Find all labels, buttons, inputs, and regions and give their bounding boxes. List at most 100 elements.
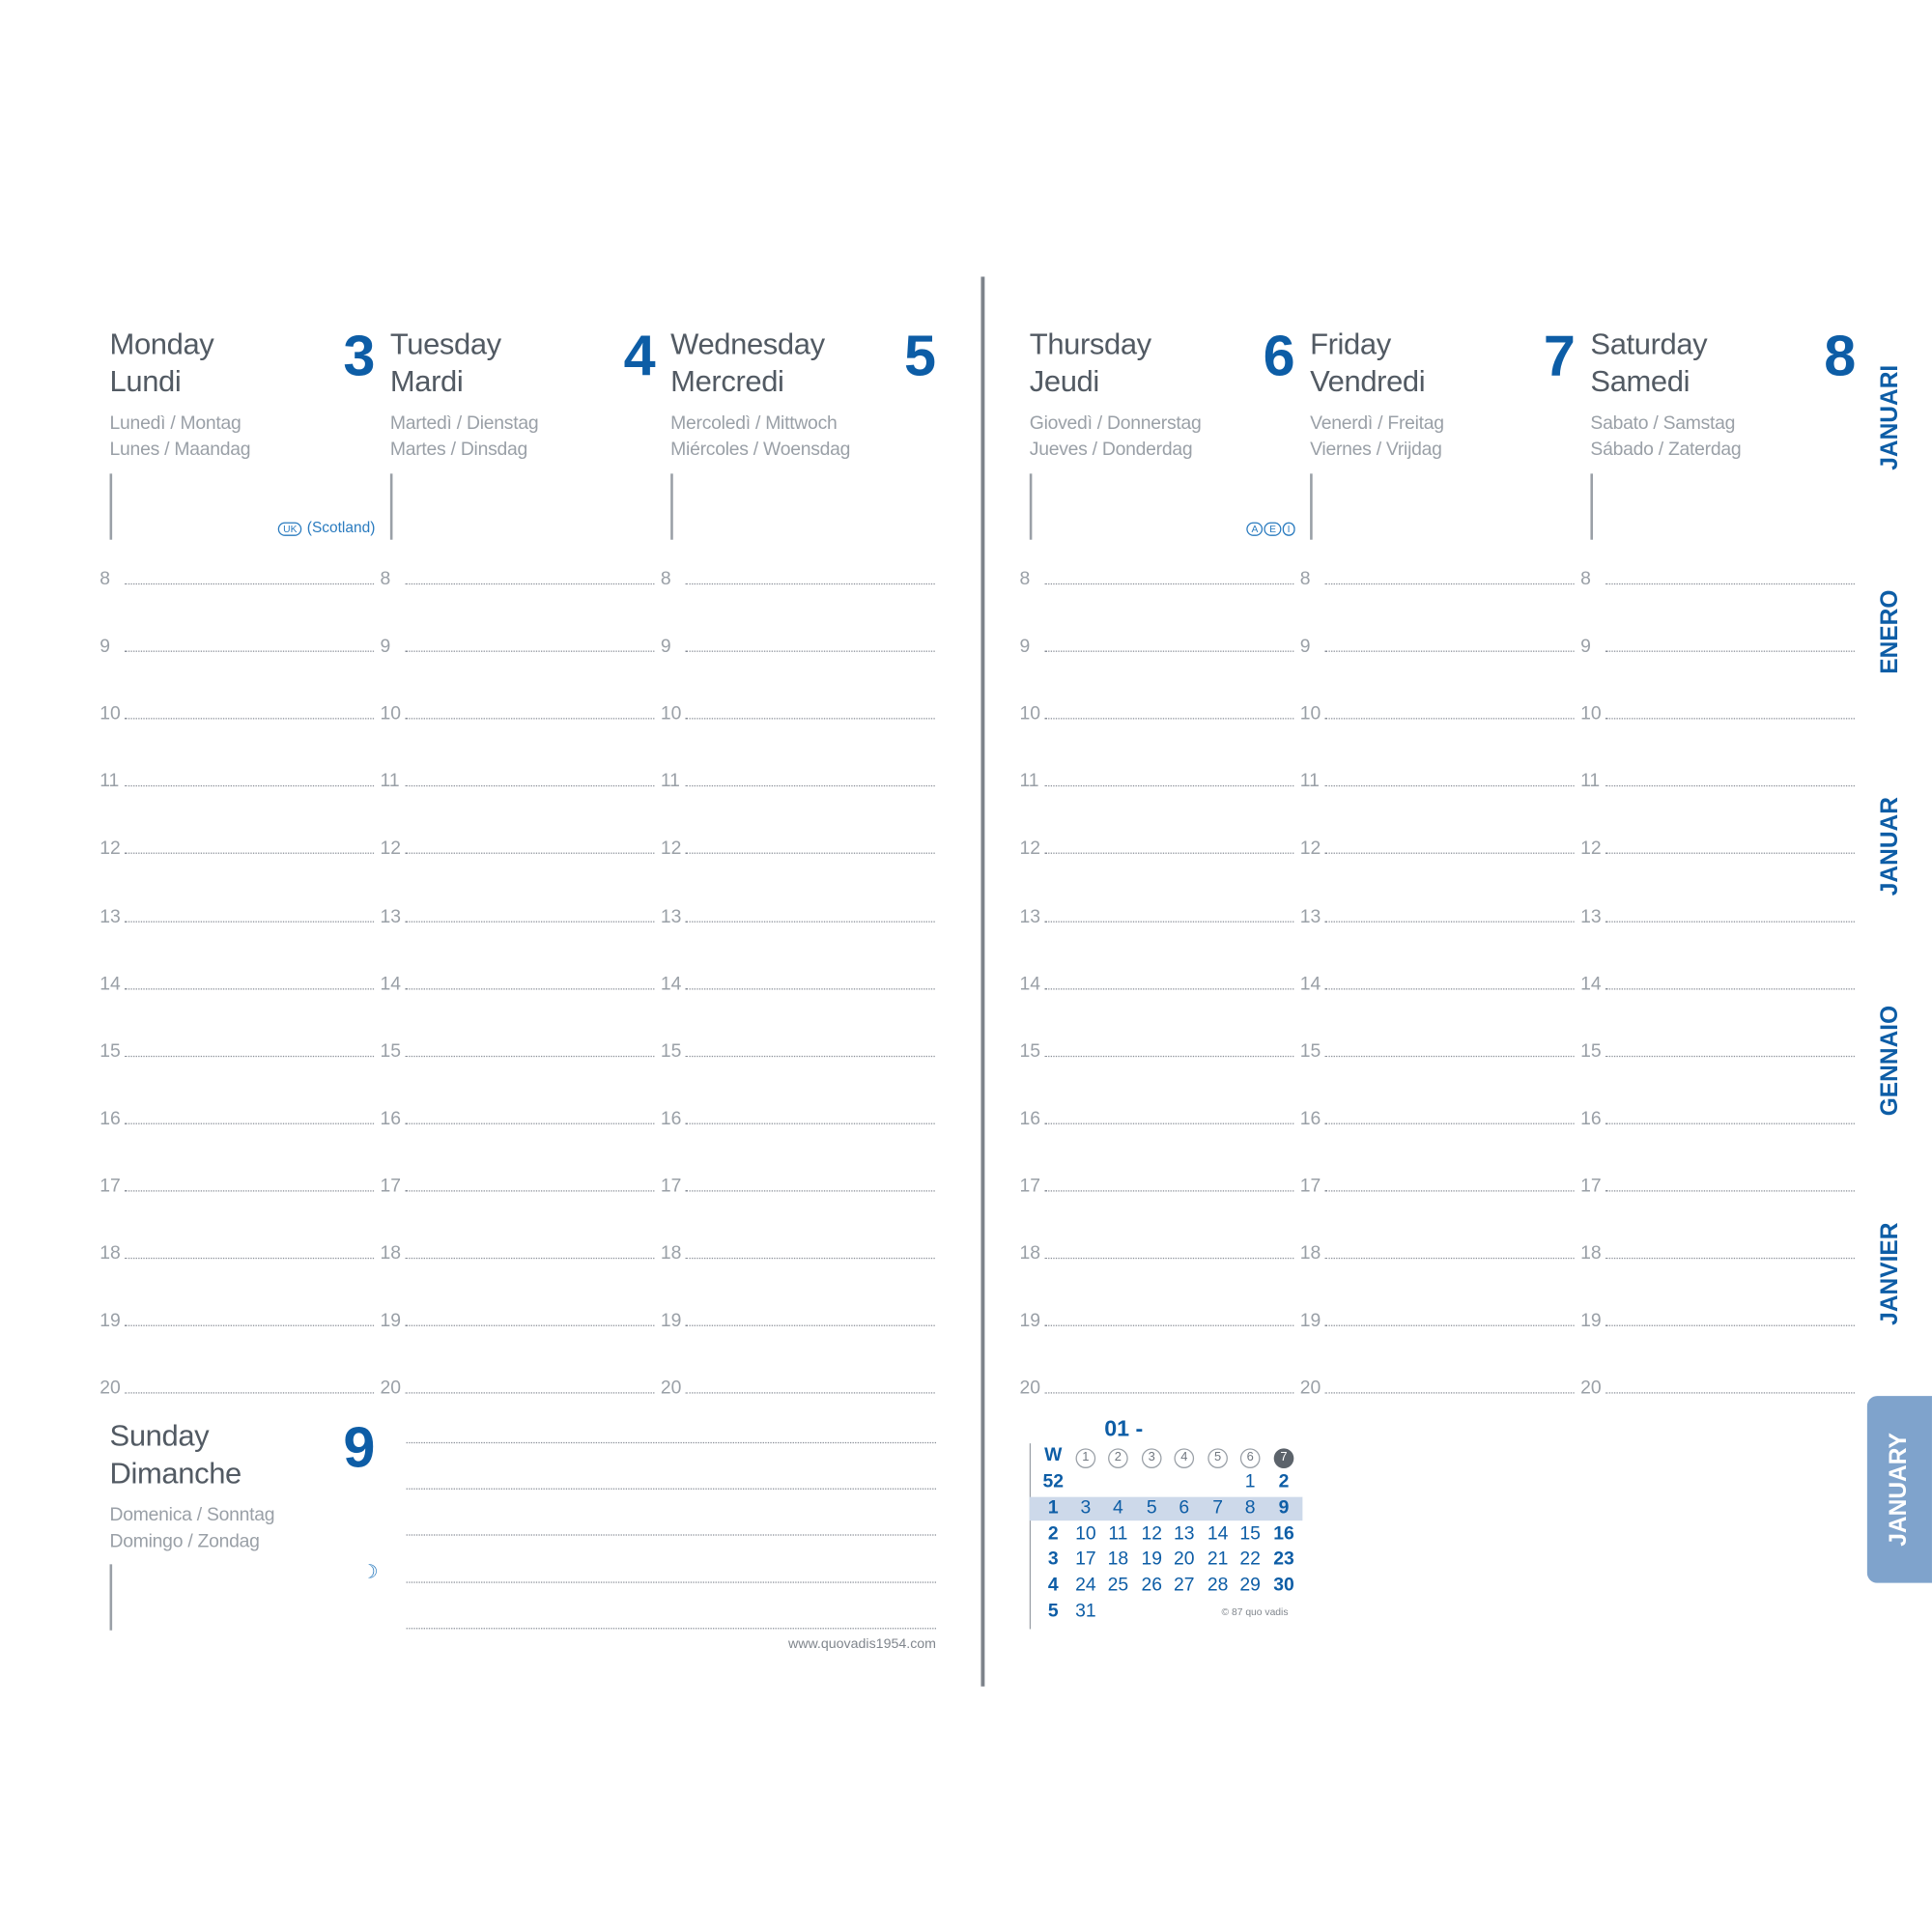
hour-line[interactable]	[1044, 1257, 1294, 1260]
note-line[interactable]	[406, 1488, 937, 1490]
mini-calendar-day[interactable]: 18	[1107, 1548, 1129, 1570]
hour-line[interactable]	[1605, 650, 1855, 652]
hour-line[interactable]	[405, 1190, 655, 1192]
mini-calendar-day[interactable]: 6	[1179, 1496, 1190, 1519]
hour-line[interactable]	[1324, 1392, 1575, 1394]
mini-calendar-day[interactable]: 30	[1273, 1574, 1294, 1596]
mini-calendar-day[interactable]: 24	[1075, 1574, 1096, 1596]
hour-line[interactable]	[125, 853, 375, 855]
hour-line[interactable]	[1324, 1324, 1575, 1327]
hour-line[interactable]	[685, 853, 935, 855]
mini-calendar-day[interactable]: 3	[1080, 1496, 1092, 1519]
hour-line[interactable]	[405, 582, 655, 585]
hour-line[interactable]	[1605, 1122, 1855, 1124]
hour-line[interactable]	[1324, 853, 1575, 855]
hour-line[interactable]	[125, 785, 375, 787]
mini-calendar-day[interactable]: 1	[1244, 1470, 1256, 1492]
mini-calendar-day[interactable]: 2	[1278, 1470, 1290, 1492]
hour-line[interactable]	[685, 987, 935, 989]
hour-line[interactable]	[685, 1055, 935, 1057]
hour-line[interactable]	[125, 1190, 375, 1192]
hour-line[interactable]	[1605, 987, 1855, 989]
hour-line[interactable]	[125, 1055, 375, 1057]
hour-line[interactable]	[685, 650, 935, 652]
hour-line[interactable]	[685, 785, 935, 787]
hour-line[interactable]	[1605, 582, 1855, 585]
mini-calendar-day[interactable]: 14	[1207, 1522, 1229, 1545]
hour-line[interactable]	[1605, 1190, 1855, 1192]
hour-line[interactable]	[1044, 1122, 1294, 1124]
hour-line[interactable]	[125, 650, 375, 652]
hour-line[interactable]	[685, 718, 935, 720]
note-line[interactable]	[406, 1628, 937, 1630]
hour-line[interactable]	[1605, 920, 1855, 923]
mini-calendar-day[interactable]: 23	[1273, 1548, 1294, 1570]
hour-line[interactable]	[1605, 1392, 1855, 1394]
hour-line[interactable]	[405, 1257, 655, 1260]
hour-line[interactable]	[685, 1324, 935, 1327]
hour-line[interactable]	[405, 920, 655, 923]
hour-line[interactable]	[405, 1324, 655, 1327]
mini-calendar-day[interactable]: 28	[1207, 1574, 1229, 1596]
note-line[interactable]	[406, 1581, 937, 1583]
mini-calendar-day[interactable]: 8	[1244, 1496, 1256, 1519]
hour-line[interactable]	[125, 1324, 375, 1327]
hour-line[interactable]	[125, 987, 375, 989]
mini-calendar-day[interactable]: 15	[1239, 1522, 1261, 1545]
hour-line[interactable]	[405, 1055, 655, 1057]
hour-line[interactable]	[685, 1190, 935, 1192]
mini-calendar-day[interactable]: 31	[1075, 1600, 1096, 1622]
hour-line[interactable]	[1324, 582, 1575, 585]
hour-line[interactable]	[685, 582, 935, 585]
mini-calendar-day[interactable]: 26	[1141, 1574, 1163, 1596]
mini-calendar-day[interactable]: 13	[1174, 1522, 1195, 1545]
hour-line[interactable]	[1044, 1055, 1294, 1057]
hour-line[interactable]	[1324, 987, 1575, 989]
hour-line[interactable]	[1044, 1324, 1294, 1327]
hour-line[interactable]	[1044, 718, 1294, 720]
hour-line[interactable]	[405, 785, 655, 787]
hour-line[interactable]	[405, 987, 655, 989]
hour-line[interactable]	[1324, 1122, 1575, 1124]
mini-calendar-day[interactable]: 22	[1239, 1548, 1261, 1570]
hour-line[interactable]	[125, 920, 375, 923]
mini-calendar-day[interactable]: 9	[1278, 1496, 1290, 1519]
hour-line[interactable]	[1324, 920, 1575, 923]
note-line[interactable]	[406, 1534, 937, 1536]
mini-calendar-day[interactable]: 11	[1108, 1522, 1128, 1545]
month-tab-active[interactable]: JANUARY	[1866, 1396, 1932, 1583]
hour-line[interactable]	[1044, 785, 1294, 787]
hour-line[interactable]	[685, 1122, 935, 1124]
mini-calendar-day[interactable]: 29	[1239, 1574, 1261, 1596]
hour-line[interactable]	[1044, 853, 1294, 855]
hour-line[interactable]	[125, 1257, 375, 1260]
mini-calendar-day[interactable]: 16	[1273, 1522, 1294, 1545]
hour-line[interactable]	[1324, 718, 1575, 720]
hour-line[interactable]	[1605, 1257, 1855, 1260]
hour-line[interactable]	[1324, 1257, 1575, 1260]
mini-calendar-day[interactable]: 12	[1141, 1522, 1163, 1545]
hour-line[interactable]	[1324, 1190, 1575, 1192]
hour-line[interactable]	[685, 1257, 935, 1260]
hour-line[interactable]	[1324, 785, 1575, 787]
hour-line[interactable]	[1605, 785, 1855, 787]
hour-line[interactable]	[1605, 718, 1855, 720]
mini-calendar-day[interactable]: 4	[1113, 1496, 1123, 1519]
hour-line[interactable]	[1044, 650, 1294, 652]
hour-line[interactable]	[685, 1392, 935, 1394]
hour-line[interactable]	[1044, 582, 1294, 585]
hour-line[interactable]	[125, 718, 375, 720]
hour-line[interactable]	[405, 718, 655, 720]
hour-line[interactable]	[1044, 1392, 1294, 1394]
mini-calendar-day[interactable]: 5	[1146, 1496, 1157, 1519]
hour-line[interactable]	[1324, 650, 1575, 652]
hour-line[interactable]	[405, 853, 655, 855]
mini-calendar-day[interactable]: 27	[1174, 1574, 1195, 1596]
hour-line[interactable]	[1044, 920, 1294, 923]
hour-line[interactable]	[1324, 1055, 1575, 1057]
mini-calendar-day[interactable]: 19	[1141, 1548, 1163, 1570]
hour-line[interactable]	[405, 1392, 655, 1394]
mini-calendar-day[interactable]: 20	[1174, 1548, 1195, 1570]
hour-line[interactable]	[405, 1122, 655, 1124]
hour-line[interactable]	[1044, 1190, 1294, 1192]
